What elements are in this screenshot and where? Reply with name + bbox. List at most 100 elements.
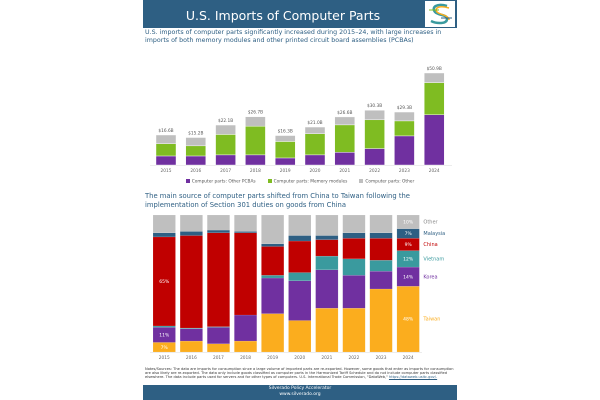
chart2-bar-korea-2022 bbox=[342, 275, 366, 309]
notes-sources: Notes/Sources: The data are imports for … bbox=[145, 367, 457, 380]
chart1-bar-computer-parts-other-2020 bbox=[304, 126, 326, 134]
chart2-bar-vietnam-2020 bbox=[288, 272, 312, 281]
chart1-x-tick-label: 2019 bbox=[280, 168, 291, 174]
footer: Silverado Policy Accelerator www.silvera… bbox=[143, 385, 457, 400]
chart1-x-tick-label: 2015 bbox=[161, 168, 172, 174]
chart1-bar-computer-parts-other-2023 bbox=[394, 111, 415, 122]
chart1-subtitle: U.S. imports of computer parts significa… bbox=[145, 29, 442, 44]
chart2-x-tick-label: 2021 bbox=[321, 355, 332, 361]
chart1-bar-computer-parts-memory-modules-2020 bbox=[304, 133, 326, 156]
legend-item-other-pcbas: Computer parts: Other PCBAs bbox=[185, 179, 256, 185]
chart2-bar-china-2022 bbox=[342, 238, 366, 259]
chart2-x-tick-label: 2024 bbox=[403, 355, 414, 361]
legend-swatch bbox=[185, 179, 190, 183]
legend-label: Computer parts: Other bbox=[365, 179, 415, 185]
chart2-x-tick-label: 2016 bbox=[186, 355, 197, 361]
chart1-bar-computer-parts-other-pcbas-2023 bbox=[394, 135, 415, 166]
chart1-bar-computer-parts-memory-modules-2019 bbox=[275, 141, 296, 159]
chart2-x-tick-label: 2023 bbox=[376, 355, 387, 361]
chart1-total-label: $21.0B bbox=[307, 120, 322, 126]
chart2-value-label: 7% bbox=[405, 231, 413, 237]
chart1-bar-computer-parts-other-pcbas-2017 bbox=[215, 154, 236, 166]
chart2-value-label: 12% bbox=[403, 256, 414, 262]
legend-swatch bbox=[267, 179, 272, 183]
chart2-bar-other-2020 bbox=[288, 214, 312, 236]
silverado-logo bbox=[425, 1, 455, 27]
chart2-bar-korea-2016 bbox=[179, 328, 203, 342]
chart2-bar-malaysia-2015 bbox=[152, 232, 176, 238]
chart1-x-tick-label: 2024 bbox=[429, 168, 440, 174]
chart1-x-tick-label: 2021 bbox=[339, 168, 350, 174]
chart2-legend-label-korea: Korea bbox=[423, 274, 437, 280]
chart1-x-tick-label: 2018 bbox=[250, 168, 261, 174]
chart1-bar-computer-parts-other-pcbas-2016 bbox=[185, 155, 207, 166]
chart2-bar-malaysia-2018 bbox=[234, 231, 257, 233]
chart1-legend: Computer parts: Other PCBAs Computer par… bbox=[150, 179, 450, 185]
chart1-total-label: $26.6B bbox=[337, 110, 352, 116]
chart2-legend-label-taiwan: Taiwan bbox=[422, 317, 440, 323]
chart2-bar-malaysia-2021 bbox=[315, 235, 339, 240]
chart2-bar-korea-2017 bbox=[207, 327, 230, 344]
chart1-bar-computer-parts-other-2022 bbox=[364, 110, 385, 121]
footer-url[interactable]: www.silverado.org bbox=[279, 391, 321, 397]
chart2-bar-korea-2021 bbox=[315, 269, 339, 309]
chart2-bar-malaysia-2017 bbox=[207, 229, 230, 233]
chart2-legend-label-other: Other bbox=[423, 219, 438, 225]
chart1-bar-computer-parts-other-2018 bbox=[245, 116, 266, 127]
chart2-value-label: 11% bbox=[159, 332, 170, 338]
chart1-bar-computer-parts-memory-modules-2021 bbox=[334, 124, 355, 153]
legend-item-other: Computer parts: Other bbox=[359, 179, 414, 185]
chart2-bar-other-2023 bbox=[369, 214, 393, 233]
chart1-total-label: $50.9B bbox=[427, 66, 442, 72]
chart2-bar-taiwan-2022 bbox=[342, 308, 366, 353]
chart2-bar-malaysia-2016 bbox=[179, 231, 203, 236]
chart1-bar-computer-parts-memory-modules-2024 bbox=[424, 82, 445, 115]
chart2-bar-taiwan-2016 bbox=[179, 340, 203, 353]
chart2-bar-vietnam-2023 bbox=[369, 260, 393, 272]
legend-label: Computer parts: Other PCBAs bbox=[191, 179, 256, 185]
chart2-bar-taiwan-2019 bbox=[261, 313, 285, 353]
chart2-bar-malaysia-2023 bbox=[369, 232, 393, 239]
chart2-bar-korea-2023 bbox=[369, 271, 393, 290]
chart2-subtitle: The main source of computer parts shifte… bbox=[145, 192, 410, 209]
chart1-x-tick-label: 2023 bbox=[399, 168, 410, 174]
chart1-bar-computer-parts-memory-modules-2018 bbox=[245, 125, 266, 156]
chart1-x-tick-label: 2017 bbox=[220, 168, 231, 174]
chart2-bar-taiwan-2023 bbox=[369, 288, 393, 353]
chart2-bar-china-2020 bbox=[288, 240, 312, 273]
chart1-total-label: $16.3B bbox=[278, 129, 293, 135]
chart2-bar-korea-2020 bbox=[288, 280, 312, 321]
chart2-bar-china-2023 bbox=[369, 238, 393, 261]
chart2-value-label: 10% bbox=[403, 219, 414, 225]
chart1-bar-computer-parts-memory-modules-2023 bbox=[394, 120, 415, 137]
notes-text: Notes/Sources: The data are imports for … bbox=[145, 367, 454, 380]
chart1-bar-computer-parts-other-2015 bbox=[155, 134, 177, 144]
chart1-total-label: $26.7B bbox=[248, 110, 263, 116]
legend-label: Computer parts: Memory modules bbox=[273, 179, 348, 185]
chart2-bar-vietnam-2015 bbox=[152, 325, 176, 328]
chart1-x-tick-label: 2022 bbox=[369, 168, 380, 174]
chart2-x-tick-label: 2015 bbox=[159, 355, 170, 361]
chart2-bar-taiwan-2020 bbox=[288, 320, 312, 353]
dataweb-link[interactable]: https://dataweb.usitc.gov/. bbox=[388, 375, 438, 380]
chart1-bar-computer-parts-other-pcbas-2020 bbox=[304, 154, 326, 166]
chart2-bar-malaysia-2020 bbox=[288, 235, 312, 242]
chart2-bar-other-2015 bbox=[152, 214, 176, 233]
chart1-bar-computer-parts-other-2021 bbox=[334, 116, 355, 126]
chart2-bar-malaysia-2019 bbox=[261, 243, 285, 247]
chart2-value-label: 7% bbox=[161, 345, 169, 351]
chart1-total-label: $29.3B bbox=[397, 105, 412, 111]
chart2-value-label: 9% bbox=[405, 242, 413, 248]
chart2-bar-china-2019 bbox=[261, 246, 285, 276]
page-title: U.S. Imports of Computer Parts bbox=[185, 8, 381, 23]
chart2-x-tick-label: 2019 bbox=[267, 355, 278, 361]
chart2-bar-vietnam-2022 bbox=[342, 258, 366, 276]
header-banner: U.S. Imports of Computer Parts bbox=[143, 0, 457, 28]
legend-item-memory-modules: Computer parts: Memory modules bbox=[267, 179, 348, 185]
chart2-bar-malaysia-2022 bbox=[342, 232, 366, 239]
chart1-bar-computer-parts-other-2019 bbox=[275, 135, 296, 142]
chart2-value-label: 48% bbox=[403, 317, 414, 323]
chart2-bar-korea-2019 bbox=[261, 277, 285, 314]
chart1-bar-computer-parts-memory-modules-2015 bbox=[155, 143, 177, 157]
